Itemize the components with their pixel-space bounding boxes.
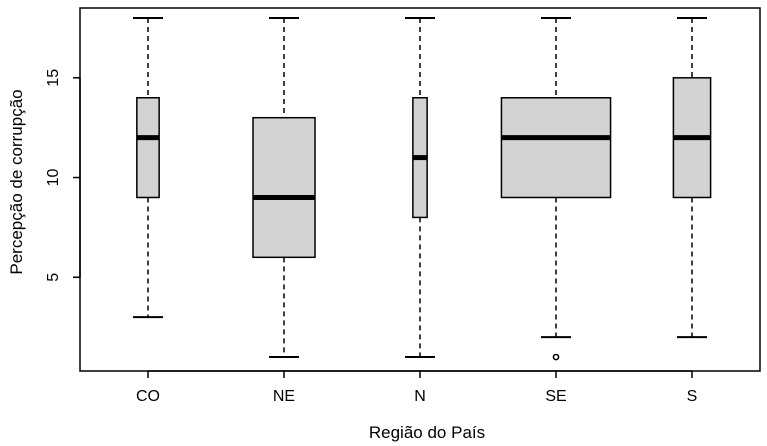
y-axis: 5 10 15: [45, 69, 81, 282]
box-n: [405, 16, 435, 359]
box-iqr: [252, 116, 316, 259]
box-ne: [252, 16, 316, 359]
x-tick-label: CO: [136, 388, 160, 405]
x-tick-label: S: [687, 388, 698, 405]
box-iqr: [500, 97, 612, 199]
y-axis-label: Percepção de corrupção: [7, 89, 26, 274]
box-iqr: [136, 97, 160, 199]
x-tick-label: SE: [545, 388, 566, 405]
box-co: [133, 16, 163, 319]
y-tick-label: 10: [45, 169, 62, 187]
x-tick-label: NE: [273, 388, 295, 405]
x-tick-label: N: [414, 388, 426, 405]
x-axis: CO NE N SE S: [136, 370, 698, 405]
x-axis-label: Região do País: [369, 423, 485, 442]
box-s: [672, 16, 712, 339]
plot-area: [79, 7, 761, 372]
y-tick-label: 5: [45, 273, 62, 282]
outlier-point: [552, 353, 560, 361]
y-tick-label: 15: [45, 69, 62, 87]
box-se: [500, 16, 612, 361]
